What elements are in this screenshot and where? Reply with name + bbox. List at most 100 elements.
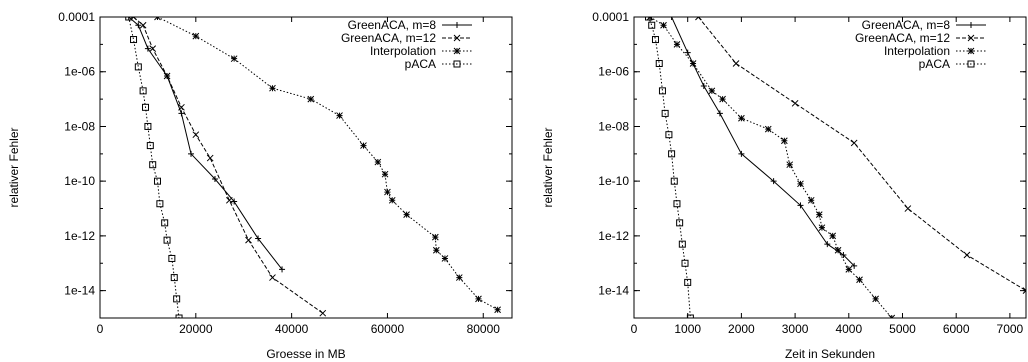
data-point (188, 150, 195, 157)
data-point (673, 200, 681, 208)
data-point (245, 236, 252, 244)
data-point (388, 196, 396, 204)
data-point (684, 49, 691, 56)
data-point (374, 158, 382, 166)
data-point (655, 59, 663, 67)
data-point (797, 180, 804, 188)
data-point (738, 114, 745, 122)
x-tick-label: 2000 (728, 322, 755, 336)
data-point (381, 170, 389, 178)
y-tick-label: 1e-06 (64, 65, 95, 79)
legend-marker (453, 60, 461, 68)
x-tick-label: 0 (97, 322, 104, 336)
data-point (206, 154, 214, 162)
data-point (192, 131, 200, 139)
data-point (175, 314, 183, 318)
series-line (671, 17, 855, 267)
data-point (178, 110, 185, 117)
data-point (700, 83, 707, 90)
y-tick-label: 1e-06 (598, 65, 629, 79)
x-tick-label: 6000 (943, 322, 970, 336)
data-point (660, 21, 667, 29)
series-asterisk (154, 17, 501, 314)
data-point (144, 45, 151, 52)
data-point (125, 17, 133, 21)
data-point (163, 72, 171, 80)
data-point (156, 200, 164, 208)
data-point (142, 103, 150, 111)
data-point (163, 236, 171, 244)
series-line (648, 17, 691, 318)
data-point (684, 278, 692, 286)
data-point (170, 274, 178, 282)
data-point (149, 161, 157, 169)
data-point (719, 95, 726, 103)
data-point (797, 202, 804, 209)
data-point (732, 60, 740, 67)
data-point (225, 196, 233, 204)
data-point (845, 265, 853, 273)
x-axis-title: Zeit in Sekunden (785, 347, 875, 361)
y-tick-label: 1e-14 (64, 284, 95, 298)
series-line (128, 17, 180, 318)
data-point (441, 255, 449, 262)
data-point (673, 41, 681, 48)
series-x (695, 17, 1026, 294)
legend-label: pACA (405, 57, 436, 71)
y-tick-label: 1e-14 (598, 284, 629, 298)
data-point (494, 306, 501, 314)
data-point (269, 274, 276, 281)
series-asterisk (646, 17, 896, 318)
x-tick-label: 80000 (467, 322, 501, 336)
data-point (135, 22, 142, 29)
series-line (649, 17, 893, 318)
y-tick-label: 0.0001 (592, 10, 629, 24)
data-point (173, 295, 181, 303)
x-tick-label: 5000 (889, 322, 916, 336)
data-point (134, 63, 142, 71)
data-point (192, 32, 200, 40)
legend-marker (967, 34, 975, 42)
data-point (695, 17, 702, 21)
y-axis-title: relativer Fehler (541, 127, 555, 207)
data-point (716, 110, 723, 117)
x-tick-label: 3000 (782, 322, 809, 336)
x-axis-title: Groesse in MB (266, 347, 345, 361)
y-tick-label: 1e-12 (598, 229, 629, 243)
series-line (698, 17, 1026, 292)
data-point (255, 235, 262, 242)
data-point (661, 109, 669, 117)
data-point (651, 36, 659, 44)
legend-label: Interpolation (370, 44, 436, 58)
data-point (153, 177, 161, 185)
data-point (149, 45, 157, 52)
plot-frame (633, 16, 1027, 319)
data-point (786, 161, 794, 169)
x-tick-label: 60000 (371, 322, 405, 336)
data-point (455, 274, 463, 281)
series-plus (668, 17, 858, 269)
data-point (850, 139, 858, 147)
data-point (319, 309, 327, 317)
series-x (130, 17, 327, 317)
legend-label: GreenACA, m=12 (855, 31, 950, 45)
data-point (678, 240, 686, 248)
data-point (231, 198, 238, 205)
data-point (665, 131, 673, 139)
legend-marker (968, 22, 974, 28)
legend-label: Interpolation (884, 44, 950, 58)
series-square (644, 17, 694, 318)
x-tick-label: 0 (631, 322, 638, 336)
series-line (133, 17, 324, 314)
data-point (872, 295, 879, 303)
y-tick-label: 1e-10 (64, 174, 95, 188)
data-point (139, 21, 147, 29)
data-point (269, 84, 276, 92)
data-point (668, 17, 675, 20)
data-point (689, 60, 697, 67)
chart-time-vs-error: 0 1000 2000 3000 4000 5000 6000 7000 0.0001 1e-06… (541, 10, 1027, 361)
data-point (829, 232, 837, 240)
data-point (211, 176, 218, 183)
series-plus (125, 17, 286, 273)
y-tick-label: 1e-08 (598, 119, 629, 133)
